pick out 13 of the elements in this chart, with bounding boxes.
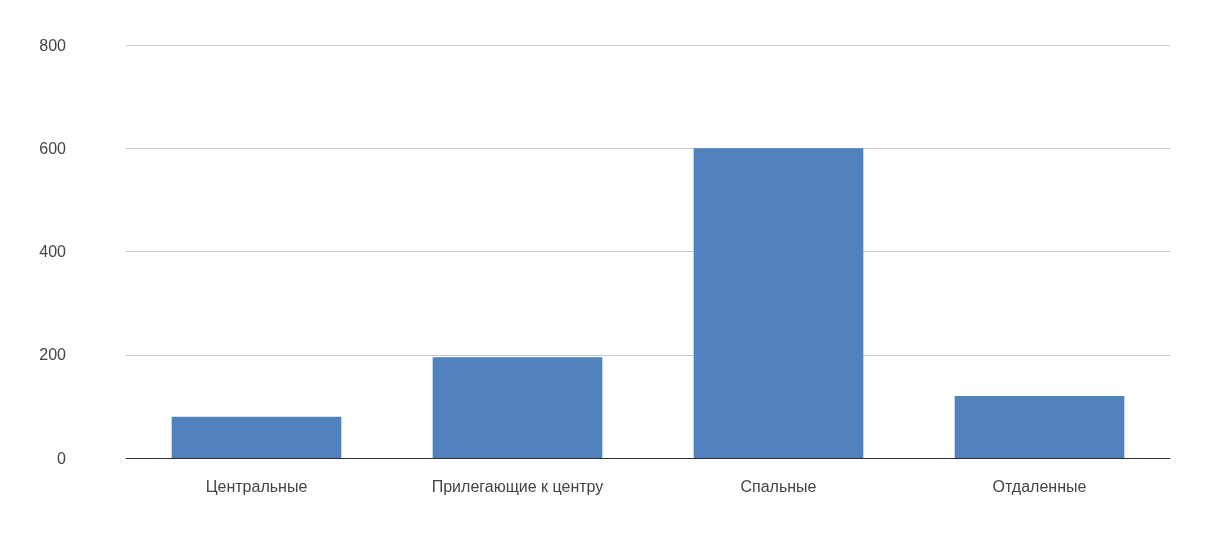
y-tick-label: 600	[39, 139, 67, 157]
x-tick-label: Отдаленные	[992, 477, 1087, 495]
y-tick-label: 200	[39, 346, 67, 364]
y-tick-label: 800	[39, 36, 67, 54]
x-tick-label: Центральные	[205, 477, 308, 495]
bar	[171, 416, 342, 458]
y-tick-label: 0	[57, 449, 67, 467]
x-tick-label: Спальные	[740, 477, 817, 495]
bar	[954, 396, 1125, 458]
bar	[693, 148, 864, 458]
y-tick-label: 400	[39, 243, 67, 260]
x-tick-label: Прилегающие к центру	[431, 477, 604, 495]
bar	[432, 357, 603, 458]
